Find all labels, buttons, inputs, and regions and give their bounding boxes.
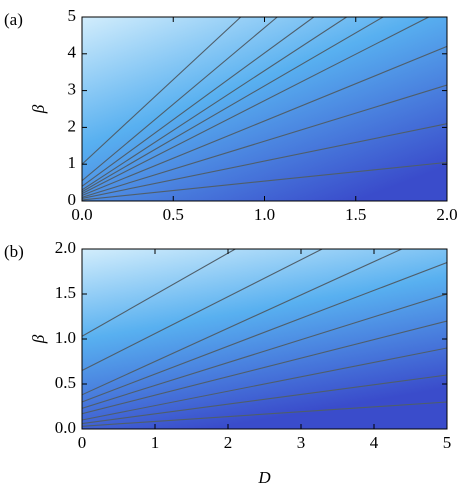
contour-line	[82, 17, 347, 191]
x-tick-label: 1.0	[254, 205, 275, 224]
contour-line	[82, 17, 315, 187]
contour-line	[82, 17, 429, 195]
contour-line	[82, 17, 278, 182]
y-tick-label: 2	[68, 116, 77, 135]
contour-line	[82, 249, 402, 396]
contour-line	[82, 347, 447, 421]
y-tick-label: 0.0	[55, 418, 76, 437]
y-tick-label: 5	[68, 6, 77, 25]
x-tick-label: 0.5	[163, 205, 184, 224]
y-tick-label: 1.0	[55, 328, 76, 347]
panel-label: (a)	[4, 10, 23, 29]
y-axis-label: β	[29, 334, 48, 344]
x-tick-label: 2.0	[436, 205, 457, 224]
contour-line	[82, 249, 323, 371]
y-tick-label: 0	[68, 190, 77, 209]
panel-label: (b)	[4, 242, 24, 261]
x-tick-label: 2	[224, 433, 233, 452]
contour-line	[82, 320, 447, 415]
y-tick-label: 2.0	[55, 238, 76, 257]
contour-line	[82, 17, 242, 165]
contour-line	[82, 249, 236, 337]
x-tick-label: 1.5	[345, 205, 366, 224]
y-tick-label: 4	[68, 43, 77, 62]
x-tick-label: 1	[151, 433, 160, 452]
y-tick-label: 1.5	[55, 283, 76, 302]
x-tick-label: 0	[78, 433, 87, 452]
x-tick-label: 4	[370, 433, 379, 452]
x-tick-label: 0.0	[71, 205, 92, 224]
x-axis-label: D	[257, 468, 271, 487]
contour-line	[82, 374, 447, 425]
contour-line	[82, 401, 447, 427]
contour-line	[82, 261, 447, 403]
x-tick-label: 5	[443, 433, 452, 452]
contour-group	[82, 17, 447, 201]
contour-line	[82, 84, 447, 198]
contour-group	[82, 249, 447, 427]
heatmap-background	[82, 249, 447, 429]
y-tick-label: 1	[68, 153, 77, 172]
y-tick-label: 3	[68, 80, 77, 99]
x-tick-label: 3	[297, 433, 306, 452]
y-axis-label: β	[29, 104, 48, 114]
contour-line	[82, 161, 447, 201]
contour-line	[82, 17, 384, 193]
y-tick-label: 0.5	[55, 373, 76, 392]
contour-line	[82, 293, 447, 409]
contour-line	[82, 45, 447, 196]
contour-line	[82, 123, 447, 199]
